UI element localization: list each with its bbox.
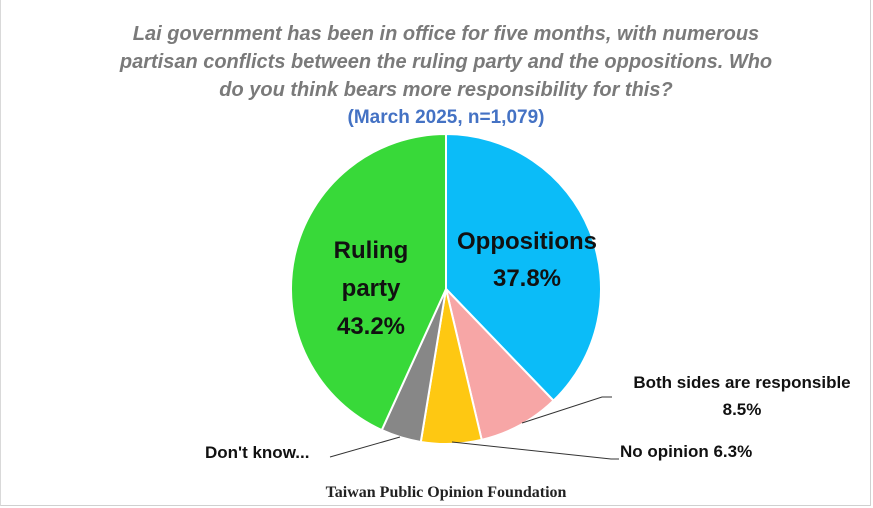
slice-label: 43.2% [337, 313, 405, 340]
leader-line [451, 441, 619, 460]
chart-title-line-3: do you think bears more responsibility f… [219, 79, 672, 101]
slice-label: Both sides are responsible [633, 373, 850, 392]
leader-line [329, 436, 401, 458]
chart-title-line-1: Lai government has been in office for fi… [133, 23, 759, 45]
leader-lines [329, 396, 619, 460]
slice-label: No opinion 6.3% [620, 442, 752, 461]
pie-slice-ruling-party [290, 132, 447, 432]
slice-label: Ruling [334, 237, 409, 264]
chart-title-line-2: partisan conflicts between the ruling pa… [119, 51, 772, 73]
source-credit: Taiwan Public Opinion Foundation [326, 484, 567, 501]
chart-title: Lai government has been in office for fi… [119, 23, 772, 101]
slice-label: Oppositions [457, 228, 597, 255]
slice-labels: Oppositions 37.8% Both sides are responsib… [205, 228, 851, 462]
leader-line [521, 396, 612, 424]
slice-label: party [342, 275, 401, 302]
pie-slice-oppositions [445, 132, 602, 403]
pie-slices [290, 132, 602, 445]
slice-label: Don't know... [205, 443, 309, 462]
chart-subtitle: (March 2025, n=1,079) [348, 107, 545, 128]
slice-label: 8.5% [723, 400, 762, 419]
slice-label: 37.8% [493, 265, 561, 292]
